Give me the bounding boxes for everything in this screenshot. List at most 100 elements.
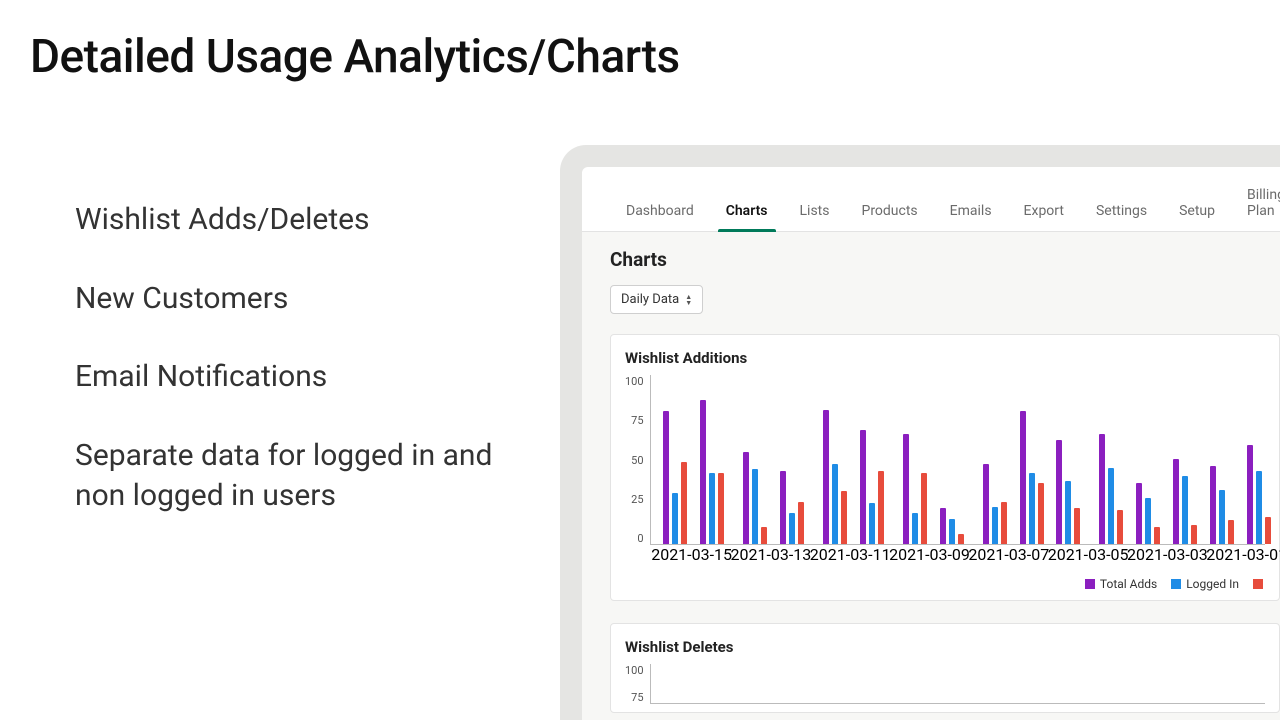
- bar-group: [1136, 483, 1160, 544]
- chart-card-additions: Wishlist Additions 1007550250 2021-03-15…: [610, 334, 1280, 601]
- bar-total: [1173, 459, 1179, 544]
- bar-loggedin: [789, 513, 795, 544]
- bar-group: [663, 411, 687, 544]
- bar-other: [1265, 517, 1271, 544]
- chart-plot-area: 100 75: [625, 664, 1265, 704]
- legend-swatch: [1085, 579, 1095, 589]
- chart-title: Wishlist Additions: [625, 349, 1265, 367]
- bar-group: [1210, 466, 1234, 544]
- bar-loggedin: [832, 464, 838, 544]
- bar-total: [823, 410, 829, 544]
- bar-total: [663, 411, 669, 544]
- bar-total: [780, 471, 786, 544]
- tab-charts[interactable]: Charts: [710, 197, 784, 231]
- tab-dashboard[interactable]: Dashboard: [610, 197, 710, 231]
- bar-group: [983, 464, 1007, 544]
- tab-export[interactable]: Export: [1008, 197, 1080, 231]
- tab-settings[interactable]: Settings: [1080, 197, 1163, 231]
- bar-other: [921, 473, 927, 544]
- bar-total: [1136, 483, 1142, 544]
- bar-group: [823, 410, 847, 544]
- x-tick-label: 2021-03-03: [1127, 545, 1208, 564]
- chart-card-deletes: Wishlist Deletes 100 75: [610, 623, 1280, 713]
- y-tick: 100: [625, 664, 644, 677]
- bar-loggedin: [1029, 473, 1035, 544]
- y-axis: 1007550250: [625, 375, 650, 545]
- bar-loggedin: [709, 473, 715, 544]
- bar-other: [1001, 502, 1007, 545]
- y-tick: 100: [625, 375, 644, 388]
- bar-loggedin: [912, 513, 918, 544]
- top-tabs: DashboardChartsListsProductsEmailsExport…: [582, 167, 1280, 232]
- bar-loggedin: [1182, 476, 1188, 544]
- bar-total: [1099, 434, 1105, 545]
- bar-other: [878, 471, 884, 544]
- bar-group: [1173, 459, 1197, 544]
- bar-group: [1099, 434, 1123, 545]
- app-screen: DashboardChartsListsProductsEmailsExport…: [582, 167, 1280, 720]
- tab-setup[interactable]: Setup: [1163, 197, 1231, 231]
- plot-region: [650, 664, 1265, 704]
- legend-label: Logged In: [1186, 577, 1239, 591]
- bar-other: [718, 473, 724, 544]
- bar-group: [780, 471, 804, 544]
- bar-loggedin: [869, 503, 875, 544]
- bar-loggedin: [1108, 468, 1114, 545]
- bar-other: [761, 527, 767, 544]
- feature-bullets: Wishlist Adds/Deletes New Customers Emai…: [75, 200, 505, 555]
- chart-plot-area: 1007550250: [625, 375, 1265, 545]
- bar-group: [700, 400, 724, 545]
- bar-loggedin: [672, 493, 678, 544]
- bar-total: [1056, 440, 1062, 544]
- bar-total: [743, 452, 749, 544]
- chart-title: Wishlist Deletes: [625, 638, 1265, 656]
- legend-item: [1253, 579, 1263, 589]
- legend-item: Total Adds: [1085, 577, 1157, 591]
- y-tick: 75: [631, 691, 643, 704]
- bar-group: [860, 430, 884, 544]
- bar-total: [940, 508, 946, 544]
- bar-other: [841, 491, 847, 544]
- bar-group: [1020, 411, 1044, 544]
- legend-item: Logged In: [1171, 577, 1239, 591]
- tab-billing-plan[interactable]: Billing Plan: [1231, 181, 1280, 231]
- bar-total: [1247, 445, 1253, 544]
- bar-other: [1191, 525, 1197, 544]
- page-headline: Detailed Usage Analytics/Charts: [30, 30, 680, 84]
- bar-total: [700, 400, 706, 545]
- legend-swatch: [1253, 579, 1263, 589]
- bar-group: [1056, 440, 1080, 544]
- x-tick-label: 2021-03-11: [810, 545, 891, 564]
- y-tick: 25: [631, 493, 643, 506]
- bar-total: [903, 434, 909, 545]
- bar-loggedin: [992, 507, 998, 544]
- bar-group: [1247, 445, 1271, 544]
- x-tick-label: 2021-03-15: [651, 545, 732, 564]
- y-tick: 0: [637, 532, 643, 545]
- bar-loggedin: [949, 519, 955, 545]
- bar-other: [1117, 510, 1123, 544]
- tab-emails[interactable]: Emails: [934, 197, 1008, 231]
- bar-other: [681, 462, 687, 544]
- y-tick: 75: [631, 414, 643, 427]
- bar-other: [1038, 483, 1044, 544]
- bar-other: [958, 534, 964, 544]
- data-granularity-select[interactable]: Daily Data: [610, 285, 703, 314]
- legend-swatch: [1171, 579, 1181, 589]
- x-tick-label: 2021-03-05: [1048, 545, 1129, 564]
- bullet-item: Email Notifications: [75, 357, 505, 398]
- bar-loggedin: [1256, 471, 1262, 544]
- x-tick-label: 2021-03-07: [968, 545, 1049, 564]
- x-tick-label: 2021-03-01: [1206, 545, 1280, 564]
- section-title: Charts: [610, 248, 1280, 271]
- x-tick-label: 2021-03-09: [889, 545, 970, 564]
- bar-other: [1154, 527, 1160, 544]
- screen-body: Charts Daily Data Wishlist Additions 100…: [582, 232, 1280, 720]
- select-label: Daily Data: [621, 292, 679, 307]
- device-frame: DashboardChartsListsProductsEmailsExport…: [560, 145, 1280, 720]
- chart-legend: Total Adds Logged In: [625, 577, 1265, 592]
- tab-products[interactable]: Products: [845, 197, 933, 231]
- bar-group: [940, 508, 964, 544]
- bullet-item: Separate data for logged in and non logg…: [75, 436, 505, 517]
- tab-lists[interactable]: Lists: [784, 197, 846, 231]
